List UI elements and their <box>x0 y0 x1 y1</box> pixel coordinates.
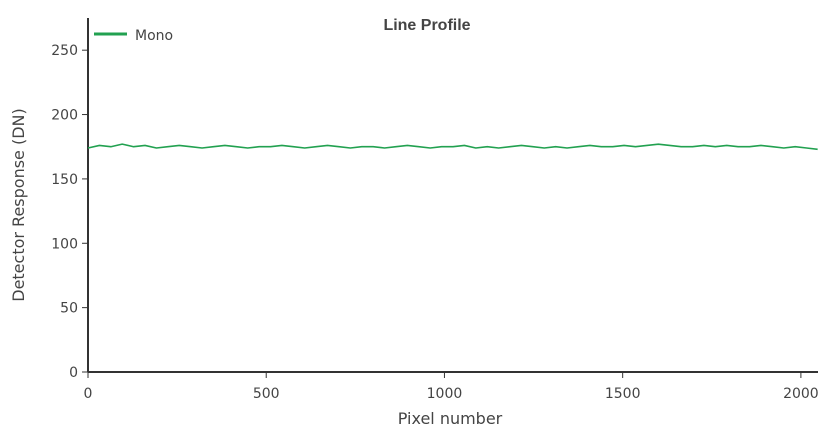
x-axis: 0 500 1000 1500 2000 <box>84 371 819 402</box>
legend: Mono <box>94 28 173 44</box>
x-tick-label: 1000 <box>427 386 463 402</box>
legend-label-mono: Mono <box>135 28 173 44</box>
x-tick-label: 1500 <box>605 386 641 402</box>
y-tick-label: 250 <box>51 43 78 59</box>
y-tick-label: 200 <box>51 108 78 124</box>
y-tick-label: 50 <box>60 301 78 317</box>
y-axis-label: Detector Response (DN) <box>9 108 28 302</box>
series-layer <box>87 143 818 151</box>
y-axis: 0 50 100 150 200 250 <box>51 18 89 381</box>
x-tick-label: 500 <box>253 386 280 402</box>
y-tick-label: 150 <box>51 172 78 188</box>
y-tick-label: 0 <box>69 365 78 381</box>
y-tick-label: 100 <box>51 236 78 252</box>
x-tick-label: 2000 <box>783 386 819 402</box>
series-line-mono <box>87 143 818 151</box>
x-tick-label: 0 <box>84 386 93 402</box>
x-axis-label: Pixel number <box>398 409 503 428</box>
chart-title: Line Profile <box>383 17 470 34</box>
